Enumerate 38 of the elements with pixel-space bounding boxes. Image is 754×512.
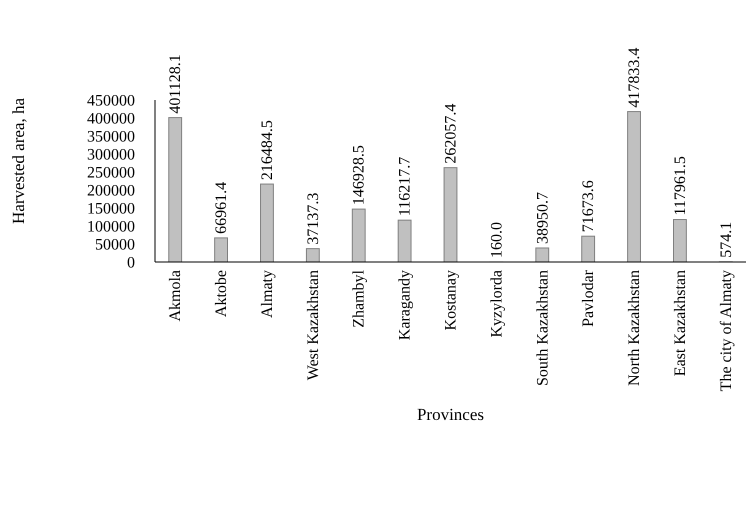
x-tick-label: Zhambyl — [350, 269, 368, 328]
data-label: 160.0 — [488, 222, 506, 258]
x-tick-label: South Kazakhstan — [534, 270, 552, 386]
data-label: 117961.5 — [672, 156, 689, 216]
y-tick-label: 200000 — [87, 182, 135, 200]
x-tick-label: East Kazakhstan — [672, 270, 689, 376]
data-label: 401128.1 — [167, 54, 184, 114]
x-tick-label: Almaty — [258, 270, 276, 318]
data-label: 417833.4 — [626, 48, 644, 108]
y-tick-label: 0 — [127, 254, 135, 272]
x-tick-label: Karagandy — [396, 270, 414, 340]
data-label: 116217.7 — [396, 156, 414, 216]
data-label: 262057.4 — [442, 104, 460, 164]
data-label: 38950.7 — [534, 192, 552, 244]
y-tick-label: 50000 — [95, 236, 135, 254]
data-label: 574.1 — [718, 222, 735, 258]
y-tick-label: 300000 — [87, 146, 135, 164]
x-tick-label: Kostanay — [442, 270, 460, 330]
x-axis-title: Provinces — [416, 405, 484, 424]
y-tick-label: 250000 — [87, 164, 135, 182]
data-label: 66961.4 — [213, 182, 230, 234]
data-label: 37137.3 — [304, 192, 322, 245]
y-axis-title: Harvested area, ha — [9, 98, 28, 224]
y-tick-label: 150000 — [87, 200, 135, 218]
y-tick-label: 450000 — [87, 92, 135, 110]
data-label: 71673.6 — [580, 180, 598, 232]
y-tick-label: 100000 — [87, 218, 135, 236]
x-tick-label: Pavlodar — [580, 269, 598, 327]
x-tick-label: West Kazakhstan — [304, 270, 322, 380]
y-tick-label: 400000 — [87, 110, 135, 128]
x-tick-label: The city of Almaty — [718, 270, 735, 392]
x-tick-label: North Kazakhstan — [626, 270, 644, 386]
data-label: 216484.5 — [258, 120, 276, 180]
y-tick-label: 350000 — [87, 128, 135, 146]
x-tick-label: Akmola — [167, 270, 184, 322]
x-tick-label: Kyzylorda — [488, 270, 506, 338]
data-label: 146928.5 — [350, 145, 368, 206]
x-tick-label: Aktobe — [213, 270, 230, 318]
